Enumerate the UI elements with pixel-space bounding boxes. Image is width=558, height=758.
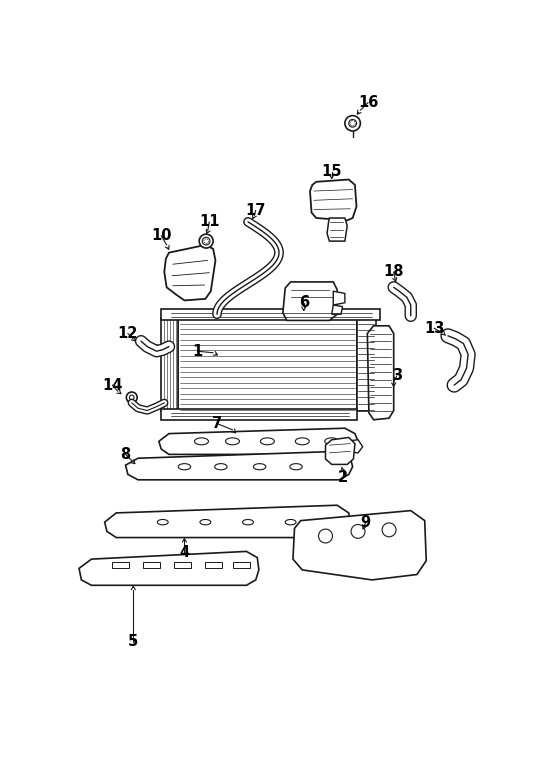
Text: 4: 4 [179, 546, 190, 560]
Circle shape [126, 392, 137, 402]
Text: 15: 15 [321, 164, 342, 180]
Ellipse shape [261, 438, 275, 445]
Circle shape [351, 525, 365, 538]
Polygon shape [327, 218, 347, 241]
Polygon shape [126, 451, 353, 480]
Bar [112, 562, 129, 568]
Bar [205, 562, 223, 568]
Bar [233, 562, 249, 568]
Circle shape [349, 120, 357, 127]
Polygon shape [367, 326, 394, 420]
Ellipse shape [195, 438, 209, 445]
Circle shape [345, 116, 360, 131]
Ellipse shape [200, 519, 211, 525]
Bar [174, 562, 191, 568]
Polygon shape [79, 551, 259, 585]
Ellipse shape [243, 519, 253, 525]
Text: 17: 17 [246, 203, 266, 218]
Polygon shape [161, 409, 357, 420]
Polygon shape [325, 437, 355, 465]
Polygon shape [357, 318, 376, 411]
Polygon shape [293, 511, 426, 580]
Text: 7: 7 [212, 416, 222, 431]
Polygon shape [161, 318, 178, 411]
Bar [143, 562, 161, 568]
Polygon shape [159, 428, 358, 454]
Text: 10: 10 [151, 228, 171, 243]
Ellipse shape [215, 464, 227, 470]
Text: 11: 11 [199, 215, 219, 230]
Ellipse shape [325, 438, 339, 445]
Circle shape [199, 234, 213, 248]
Ellipse shape [253, 464, 266, 470]
Ellipse shape [157, 519, 168, 525]
Circle shape [382, 523, 396, 537]
Text: 5: 5 [128, 634, 138, 649]
Text: 18: 18 [383, 265, 404, 280]
Text: 3: 3 [392, 368, 402, 384]
Text: 1: 1 [193, 343, 203, 359]
Text: 9: 9 [360, 515, 371, 530]
Text: 8: 8 [121, 447, 131, 462]
Ellipse shape [295, 438, 309, 445]
Polygon shape [345, 440, 363, 453]
Ellipse shape [290, 464, 302, 470]
Circle shape [129, 395, 134, 399]
Text: 16: 16 [358, 95, 378, 110]
Ellipse shape [178, 464, 191, 470]
Polygon shape [310, 180, 357, 221]
Polygon shape [164, 245, 215, 300]
Polygon shape [283, 282, 337, 321]
Polygon shape [161, 309, 380, 321]
Polygon shape [331, 305, 343, 315]
Circle shape [319, 529, 333, 543]
Ellipse shape [285, 519, 296, 525]
Text: 2: 2 [338, 470, 348, 485]
Polygon shape [333, 291, 345, 305]
Text: 14: 14 [102, 377, 123, 393]
Circle shape [202, 237, 210, 245]
Text: 13: 13 [424, 321, 444, 336]
Ellipse shape [320, 519, 331, 525]
Text: 6: 6 [299, 295, 309, 310]
Polygon shape [178, 318, 357, 411]
Text: 12: 12 [118, 326, 138, 341]
Ellipse shape [225, 438, 239, 445]
Polygon shape [105, 506, 350, 537]
